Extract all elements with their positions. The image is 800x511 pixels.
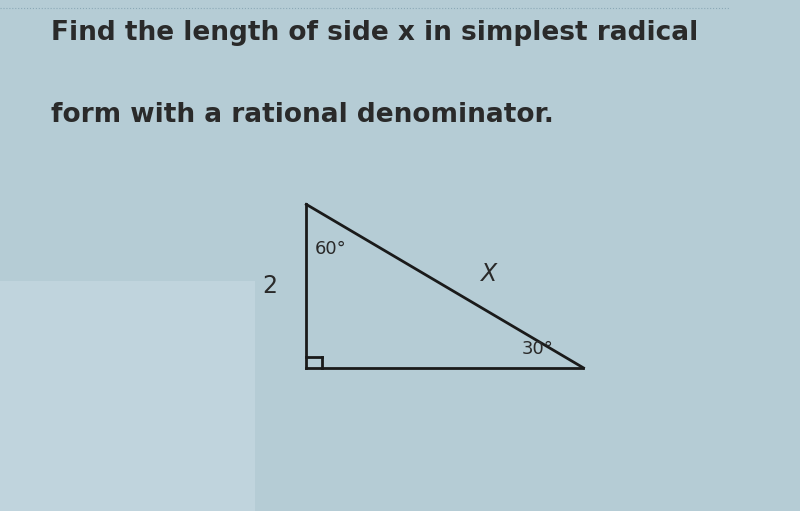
Text: 60°: 60°: [315, 240, 347, 258]
FancyBboxPatch shape: [0, 281, 255, 511]
Text: 30°: 30°: [522, 340, 554, 358]
Text: X: X: [480, 262, 496, 286]
Text: form with a rational denominator.: form with a rational denominator.: [51, 102, 554, 128]
Text: Find the length of side x in simplest radical: Find the length of side x in simplest ra…: [51, 20, 698, 47]
Text: 2: 2: [262, 274, 278, 298]
